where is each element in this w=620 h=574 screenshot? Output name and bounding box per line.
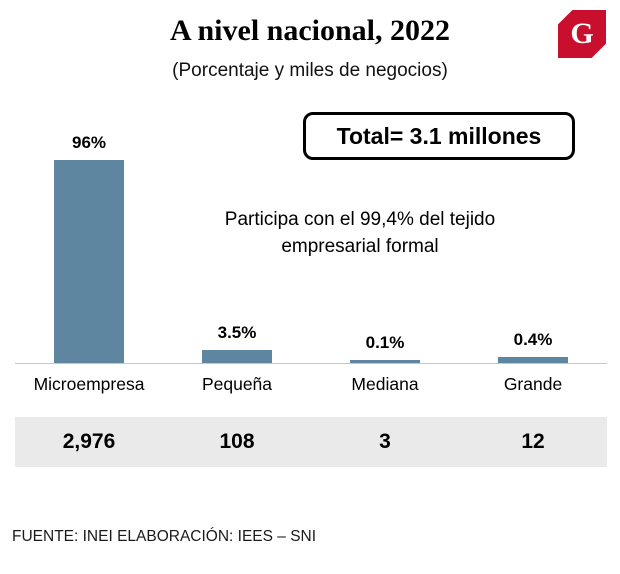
bar-value-label: 0.4% xyxy=(513,330,553,349)
total-label: Total= 3.1 millones xyxy=(336,122,542,149)
count-value: 108 xyxy=(219,430,255,453)
logo-letter: G xyxy=(570,17,594,50)
bar xyxy=(350,360,420,363)
category-labels-row: Microempresa Pequeña Mediana Grande xyxy=(15,374,607,395)
bar-chart: 96% 3.5% 0.1% 0.4% xyxy=(15,110,607,363)
annotation-line-2: empresarial formal xyxy=(281,236,439,257)
category-label: Microempresa xyxy=(33,374,145,394)
bar-value-label: 0.1% xyxy=(365,333,405,352)
category-label: Grande xyxy=(503,374,563,394)
bar-value-label: 96% xyxy=(71,133,107,152)
bar xyxy=(498,357,568,363)
annotation-line-1: Participa con el 99,4% del tejido xyxy=(224,209,496,230)
total-box: Total= 3.1 millones xyxy=(303,112,575,160)
bar-column: 96% xyxy=(15,110,163,363)
page-subtitle: (Porcentaje y miles de negocios) xyxy=(172,60,448,81)
bar-value-label: 3.5% xyxy=(217,323,257,342)
count-value: 12 xyxy=(521,430,545,453)
bar xyxy=(202,350,272,363)
bar-column: 0.4% xyxy=(459,110,607,363)
counts-band: 2,976 108 3 12 xyxy=(15,417,607,467)
annotation-text: Participa con el 99,4% del tejido empres… xyxy=(150,206,570,260)
bar xyxy=(54,160,124,363)
bar-column: 0.1% xyxy=(311,110,459,363)
source-note: FUENTE: INEI ELABORACIÓN: IEES – SNI xyxy=(12,528,317,545)
category-label: Pequeña xyxy=(201,374,273,394)
page-title: A nivel nacional, 2022 xyxy=(169,14,451,47)
count-value: 2,976 xyxy=(62,430,116,453)
bar-column: 3.5% xyxy=(163,110,311,363)
count-value: 3 xyxy=(379,430,391,453)
category-label: Mediana xyxy=(351,374,419,394)
gestion-logo-icon: G xyxy=(558,10,606,58)
x-axis-line xyxy=(15,363,607,364)
